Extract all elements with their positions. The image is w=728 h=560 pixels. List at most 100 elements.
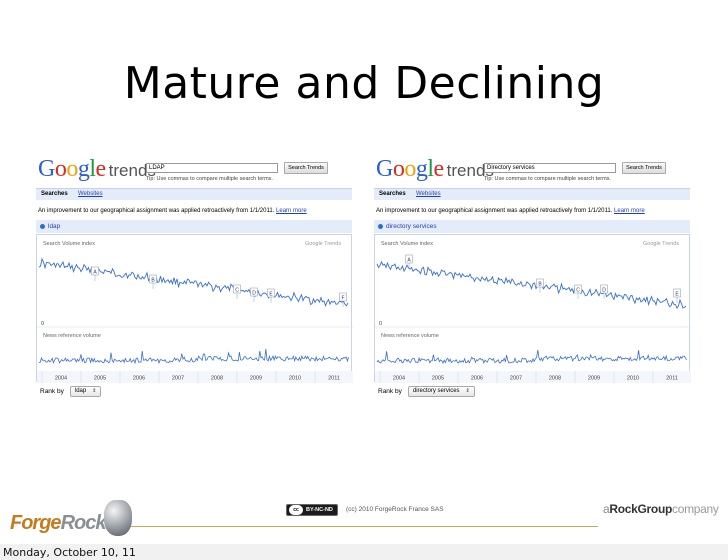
marker-box: [574, 284, 582, 294]
rank-label: Rank by: [378, 388, 402, 395]
rank-row: Rank by ldap ⇕: [40, 386, 102, 397]
cc-icon: cc: [289, 505, 303, 515]
footer-divider: [130, 526, 598, 527]
volume-label: Search Volume index: [381, 241, 433, 247]
select-arrows-icon: ⇕: [465, 388, 470, 394]
trend-chart-svg: Search Volume index Google Trends 0 A B C D E F N…: [37, 241, 353, 383]
copyright-text: (cc) 2010 ForgeRock France SAS: [346, 506, 444, 513]
geo-notice-text: An improvement to our geographical assig…: [376, 208, 613, 214]
forgerock-logo: ForgeRock: [6, 496, 134, 540]
volume-label: Search Volume index: [43, 241, 95, 247]
trend-chart: Search Volume index Google Trends 0 A B C D E Ne…: [374, 234, 691, 383]
year-label-2006: 2006: [471, 376, 483, 382]
marker-E: E: [269, 292, 273, 298]
marker-box: [233, 284, 241, 294]
rank-label: Rank by: [40, 388, 64, 395]
learn-more-link[interactable]: Learn more: [614, 208, 645, 214]
year-label-2004: 2004: [55, 376, 67, 382]
cc-badge-text: BY-NC-ND: [306, 507, 333, 513]
marker-C: C: [576, 288, 580, 294]
marker-B: B: [538, 282, 542, 288]
marker-box: [149, 274, 157, 284]
news-volume-line: [38, 348, 349, 365]
marker-box: [405, 254, 413, 264]
year-label-2007: 2007: [510, 376, 522, 382]
cc-license-badge: cc BY-NC-ND: [286, 504, 338, 516]
learn-more-link[interactable]: Learn more: [276, 208, 307, 214]
search-volume-line: [376, 260, 687, 310]
year-label-2008: 2008: [549, 376, 561, 382]
select-arrows-icon: ⇕: [92, 388, 97, 394]
marker-box: [673, 288, 681, 298]
term-label[interactable]: directory services: [386, 223, 437, 230]
search-tip: Tip: Use commas to compare multiple sear…: [484, 176, 611, 182]
marker-F: F: [341, 296, 344, 302]
trends-header: Google trends Directory services Search …: [374, 150, 690, 186]
trends-panel-ldap: Google trends LDAP Search Trends Tip: Us…: [36, 150, 353, 400]
year-label-2005: 2005: [432, 376, 444, 382]
trend-chart-svg: Search Volume index Google Trends 0 A B C D E Ne…: [375, 241, 691, 383]
date-bar: Monday, October 10, 11: [0, 544, 728, 560]
google-trends-logo[interactable]: Google trends: [376, 156, 494, 182]
trend-chart: Search Volume index Google Trends 0 A B C D E F N…: [36, 234, 353, 383]
marker-box: [267, 288, 275, 298]
geo-notice-text: An improvement to our geographical assig…: [38, 208, 275, 214]
trends-panel-directory-services: Google trends Directory services Search …: [374, 150, 691, 400]
tab-searches[interactable]: Searches: [379, 191, 406, 197]
tab-bar: Searches Websites: [374, 188, 690, 200]
geo-notice: An improvement to our geographical assig…: [376, 208, 645, 214]
rank-row: Rank by directory services ⇕: [378, 386, 475, 397]
forgerock-gem-icon: [104, 500, 132, 536]
rank-select[interactable]: ldap ⇕: [69, 386, 102, 397]
search-tip: Tip: Use commas to compare multiple sear…: [146, 176, 273, 182]
year-axis: [375, 371, 691, 383]
tab-websites[interactable]: Websites: [78, 191, 103, 197]
year-label-2010: 2010: [627, 376, 639, 382]
trends-header: Google trends LDAP Search Trends Tip: Us…: [36, 150, 352, 186]
marker-box: [536, 278, 544, 288]
year-label-2007: 2007: [172, 376, 184, 382]
term-legend: directory services: [374, 220, 690, 233]
term-label[interactable]: ldap: [48, 223, 61, 230]
marker-A: A: [93, 270, 97, 276]
search-volume-line: [38, 257, 349, 308]
tab-searches[interactable]: Searches: [41, 191, 68, 197]
series-dot-icon: [40, 224, 45, 229]
rank-select-value: ldap: [74, 388, 87, 394]
marker-D: D: [252, 291, 256, 297]
marker-A: A: [407, 258, 411, 264]
marker-E: E: [675, 292, 679, 298]
series-dot-icon: [378, 224, 383, 229]
marker-box: [91, 266, 99, 276]
search-trends-button[interactable]: Search Trends: [622, 162, 666, 174]
slide-title: Mature and Declining: [123, 58, 605, 109]
year-label-2008: 2008: [211, 376, 223, 382]
rank-select[interactable]: directory services ⇕: [407, 386, 475, 397]
marker-C: C: [235, 288, 239, 294]
year-label-2006: 2006: [133, 376, 145, 382]
year-label-2009: 2009: [588, 376, 600, 382]
marker-B: B: [151, 278, 155, 284]
term-legend: ldap: [36, 220, 352, 233]
news-volume-line: [376, 350, 687, 365]
marker-D: D: [602, 288, 606, 294]
geo-notice: An improvement to our geographical assig…: [38, 208, 307, 214]
year-label-2005: 2005: [94, 376, 106, 382]
tab-websites[interactable]: Websites: [416, 191, 441, 197]
news-label: News reference volume: [381, 333, 439, 339]
slide-date: Monday, October 10, 11: [3, 546, 136, 559]
arockgroup-logo: aRockGroupcompany: [603, 502, 719, 516]
year-label-2009: 2009: [250, 376, 262, 382]
year-label-2010: 2010: [289, 376, 301, 382]
year-label-2004: 2004: [393, 376, 405, 382]
search-input[interactable]: Directory services: [484, 163, 616, 173]
marker-box: [250, 287, 258, 297]
news-label: News reference volume: [43, 333, 101, 339]
watermark: Google Trends: [643, 241, 679, 247]
year-label-2011: 2011: [328, 376, 340, 382]
search-trends-button[interactable]: Search Trends: [284, 162, 328, 174]
google-trends-logo[interactable]: Google trends: [38, 156, 156, 182]
tab-bar: Searches Websites: [36, 188, 352, 200]
search-input[interactable]: LDAP: [146, 163, 278, 173]
watermark: Google Trends: [305, 241, 341, 247]
